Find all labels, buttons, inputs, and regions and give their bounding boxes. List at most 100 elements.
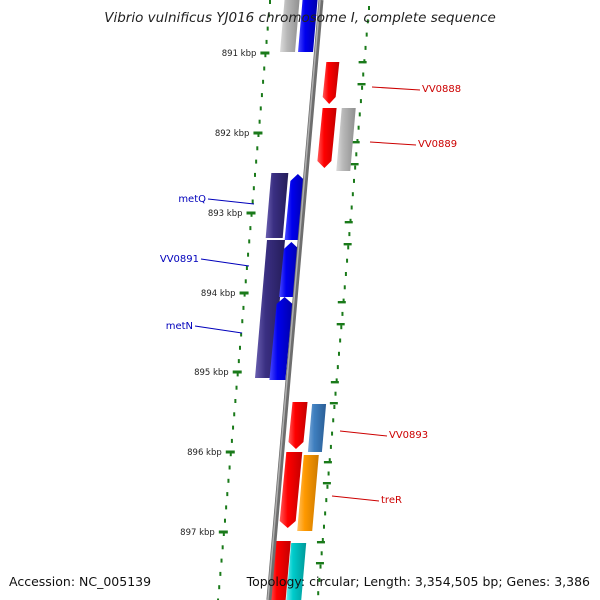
minor-tick [251, 199, 254, 204]
gene-box [265, 173, 289, 238]
major-tick [350, 163, 359, 166]
label-leader-line [207, 198, 255, 205]
minor-tick [335, 378, 338, 383]
minor-tick [348, 232, 351, 237]
major-tick [316, 541, 325, 544]
minor-tick [361, 85, 364, 90]
minor-tick [235, 385, 238, 390]
scale-label: 895 kbp [194, 368, 229, 378]
scale-label: 893 kbp [208, 209, 243, 219]
minor-tick [343, 285, 346, 290]
minor-tick [328, 458, 331, 463]
chromosome-backbone [266, 0, 324, 600]
minor-tick [245, 266, 248, 270]
minor-tick [236, 372, 239, 377]
major-tick [343, 243, 352, 246]
major-tick [322, 482, 331, 485]
major-tick [218, 530, 228, 534]
label-leader-line [194, 325, 243, 334]
minor-tick [333, 405, 336, 409]
minor-tick [259, 106, 262, 111]
minor-tick [340, 325, 343, 330]
gene-box [255, 240, 285, 378]
major-tick [344, 221, 353, 224]
minor-tick [256, 146, 259, 151]
minor-tick [350, 205, 353, 210]
minor-tick [241, 319, 244, 324]
minor-tick [252, 186, 255, 191]
gene-box [286, 543, 307, 600]
minor-tick [228, 465, 231, 470]
minor-tick [346, 258, 349, 263]
minor-tick [347, 245, 350, 250]
scale-ticks: 891 kbp 892 kbp 893 kbp 894 kbp 895 kbp 896 k… [180, 0, 370, 600]
minor-tick [352, 178, 355, 183]
minor-tick [359, 99, 362, 104]
minor-tick [368, 6, 370, 10]
minor-tick [223, 518, 226, 523]
gene-label-vv0889: VV0889 [418, 139, 457, 150]
minor-tick [321, 538, 324, 542]
minor-tick [253, 172, 256, 177]
minor-tick [320, 551, 323, 556]
minor-tick [342, 298, 345, 303]
major-tick [315, 562, 324, 565]
minor-tick [267, 13, 270, 18]
minor-tick [240, 332, 243, 337]
minor-tick [221, 545, 224, 550]
minor-tick [357, 125, 360, 130]
major-tick [239, 291, 249, 295]
major-tick [329, 402, 338, 405]
minor-tick [227, 478, 230, 483]
gene-box [336, 108, 356, 171]
minor-tick [264, 53, 267, 58]
scale-label: 892 kbp [215, 129, 250, 139]
minor-tick [326, 484, 329, 489]
minor-tick [247, 252, 250, 257]
minor-tick [220, 558, 223, 563]
minor-tick [317, 591, 320, 596]
major-tick [357, 83, 366, 86]
label-leader-line [339, 430, 388, 437]
minor-tick [263, 66, 266, 71]
minor-tick [229, 452, 232, 457]
label-leader-line [369, 141, 417, 146]
minor-tick [337, 351, 340, 356]
minor-tick [217, 598, 220, 600]
map-title: Vibrio vulnificus YJ016 chromosome I, co… [104, 10, 496, 26]
gene-arrow [269, 297, 293, 380]
gene-label-vv0893: VV0893 [389, 430, 428, 441]
major-tick [351, 141, 360, 144]
minor-tick [237, 359, 240, 364]
minor-tick [319, 564, 322, 569]
gene-label-trer: treR [381, 495, 402, 506]
gene-label-vv0891: VV0891 [160, 254, 199, 265]
major-tick [232, 370, 242, 374]
minor-tick [358, 112, 361, 117]
minor-tick [255, 159, 258, 164]
gene-box [297, 455, 319, 531]
major-tick [260, 51, 270, 55]
minor-tick [327, 471, 330, 476]
minor-tick [219, 571, 222, 576]
minor-tick [351, 192, 354, 197]
minor-tick [257, 133, 260, 137]
gene-label-metq: metQ [178, 194, 206, 205]
minor-tick [238, 345, 241, 350]
minor-tick [265, 39, 268, 44]
scale-label: 894 kbp [201, 289, 236, 299]
minor-tick [234, 399, 237, 403]
accession-label: Accession: NC_005139 [9, 574, 152, 589]
scale-label: 896 kbp [187, 448, 222, 458]
major-tick [330, 381, 339, 384]
minor-tick [349, 218, 352, 223]
minor-tick [260, 93, 263, 98]
minor-tick [362, 72, 365, 77]
minor-tick [331, 431, 334, 436]
minor-tick [334, 391, 337, 396]
minor-tick [339, 338, 342, 343]
gene-arrow [288, 402, 308, 449]
minor-tick [355, 152, 358, 157]
feature-labels: VV0888 VV0889 metQ VV0891 metN VV0893 treR [160, 84, 461, 506]
minor-tick [258, 119, 261, 124]
